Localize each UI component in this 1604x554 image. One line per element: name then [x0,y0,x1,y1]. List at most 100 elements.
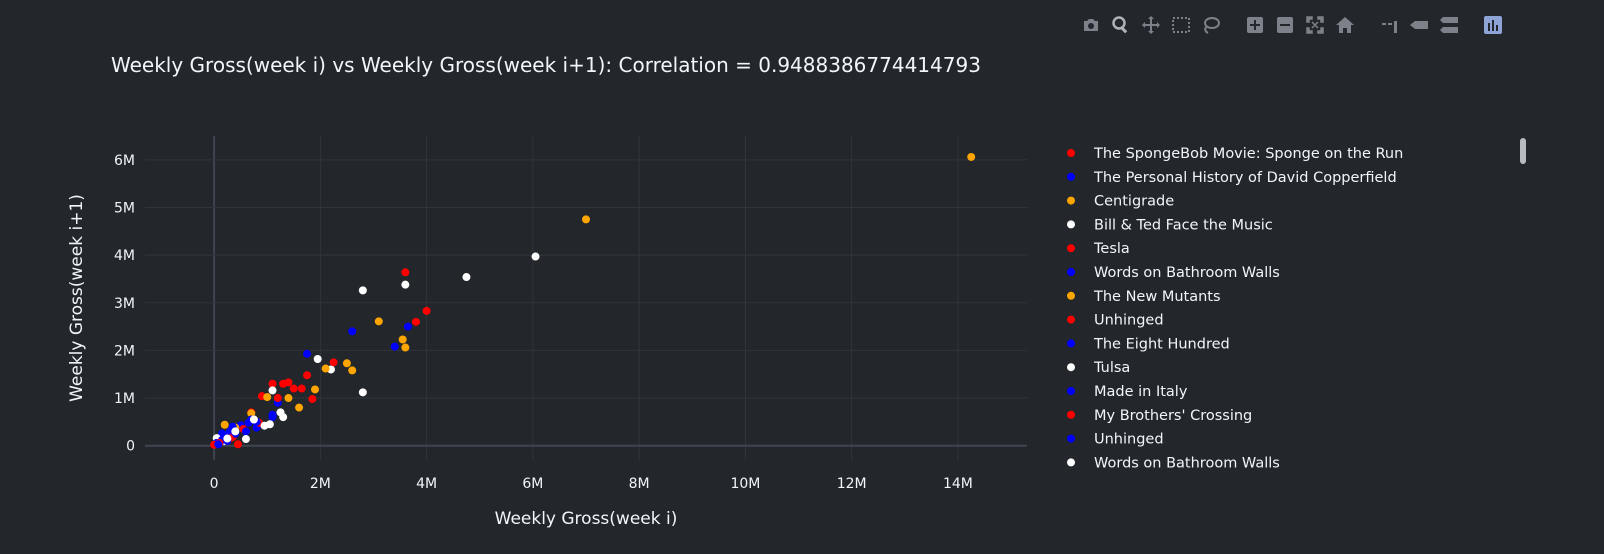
data-point [342,359,351,368]
legend-marker [1067,220,1075,229]
hover-compare-icon[interactable] [1438,14,1460,36]
data-point [214,440,223,449]
y-tick-label: 4M [114,248,135,264]
legend-label: Unhinged [1094,432,1164,448]
legend-marker [1067,244,1075,253]
legend-marker [1067,196,1075,205]
legend-scrollbar[interactable] [1520,138,1526,164]
data-point [313,354,322,363]
x-tick-label: 2M [310,476,331,492]
legend-marker [1067,291,1075,300]
data-point [411,317,420,326]
zoom-out-icon[interactable] [1274,14,1296,36]
box-select-icon[interactable] [1170,14,1192,36]
x-tick-label: 0 [210,476,219,492]
data-point [268,379,277,388]
legend-label: My Brothers' Crossing [1094,408,1252,424]
plotly-logo-icon[interactable] [1482,14,1504,36]
x-tick-label: 10M [730,476,760,492]
data-point [295,403,304,412]
legend-marker [1067,315,1075,324]
data-point [303,349,312,358]
data-point [398,335,407,344]
data-point [265,420,274,429]
data-point [374,317,383,326]
legend-label: Bill & Ted Face the Music [1094,217,1273,233]
y-tick-label: 6M [114,153,135,169]
legend-marker [1067,363,1075,372]
data-point [401,280,410,289]
y-tick-label: 5M [114,200,135,216]
x-tick-label: 12M [837,476,867,492]
data-point [321,364,330,373]
data-point [247,409,256,418]
reset-axes-icon[interactable] [1334,14,1356,36]
hover-closest-icon[interactable] [1408,14,1430,36]
x-axis-title: Weekly Gross(week i) [495,509,678,529]
data-point [241,427,250,436]
data-point [329,358,338,367]
x-tick-label: 4M [416,476,437,492]
data-point [263,393,272,402]
data-point [220,420,229,429]
spike-lines-icon[interactable] [1378,14,1400,36]
data-point [284,394,293,403]
legend-label: Words on Bathroom Walls [1094,265,1280,281]
data-point [401,268,410,277]
data-point [404,322,413,331]
zoom-icon[interactable] [1110,14,1132,36]
legend-label: Tulsa [1093,360,1130,376]
data-point [284,378,293,387]
autoscale-icon[interactable] [1304,14,1326,36]
data-point [358,286,367,295]
data-point [297,384,306,393]
legend-label: The New Mutants [1093,289,1221,305]
data-point [268,386,277,395]
data-point [967,152,976,161]
zoom-in-icon[interactable] [1244,14,1266,36]
data-point [462,273,471,282]
data-point [276,408,285,417]
y-tick-label: 2M [114,343,135,359]
chart-title: Weekly Gross(week i) vs Weekly Gross(wee… [111,53,981,77]
data-point [422,306,431,315]
data-point [401,343,410,352]
legend-label: Words on Bathroom Walls [1094,455,1280,471]
modebar [1080,14,1504,36]
data-point [249,415,258,424]
data-point [531,252,540,261]
data-point [233,440,242,449]
y-axis-title: Weekly Gross(week i+1) [67,194,87,402]
data-point [348,366,357,375]
data-point [348,327,357,336]
pan-icon[interactable] [1140,14,1162,36]
x-tick-label: 6M [522,476,543,492]
data-point [268,413,277,422]
y-tick-label: 0 [126,439,135,455]
data-point [289,384,298,393]
data-point [273,394,282,403]
legend-marker [1067,410,1075,419]
data-point [582,215,590,224]
legend-marker [1067,172,1075,181]
x-tick-label: 8M [629,476,650,492]
data-point [223,434,232,443]
legend-marker [1067,339,1075,348]
camera-icon[interactable] [1080,14,1102,36]
y-tick-label: 1M [114,391,135,407]
legend-label: Centigrade [1094,194,1174,210]
data-point [308,395,317,404]
legend-label: Unhinged [1094,313,1164,329]
legend-label: The Personal History of David Copperfiel… [1093,170,1397,186]
lasso-select-icon[interactable] [1200,14,1222,36]
legend-marker [1067,149,1075,157]
data-point [311,385,320,394]
legend-label: Made in Italy [1094,384,1188,400]
legend-marker [1067,458,1075,467]
y-tick-label: 3M [114,296,135,312]
data-point [358,388,367,397]
legend-marker [1067,434,1075,443]
data-point [390,342,399,351]
